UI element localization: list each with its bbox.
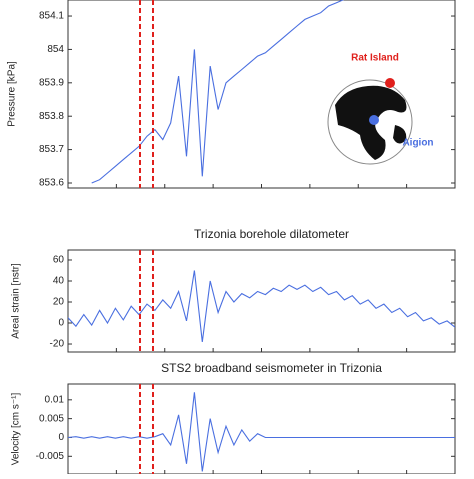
y-tick-label: 853.8 xyxy=(39,111,64,122)
y-tick-label: 0 xyxy=(58,318,64,329)
y-axis-label: Areal strain [nstr] xyxy=(11,263,22,339)
y-tick-label: 854 xyxy=(47,44,64,55)
plot-clip xyxy=(68,270,455,342)
annotation: Rat Island xyxy=(351,53,399,64)
y-tick-label: -0.005 xyxy=(36,451,65,462)
location-dot xyxy=(369,115,379,125)
y-axis-label: Velocity [cm s⁻¹] xyxy=(11,393,22,466)
y-tick-label: 20 xyxy=(53,297,65,308)
y-axis-label: Pressure [kPa] xyxy=(7,61,18,127)
signal-line xyxy=(68,270,455,342)
y-tick-label: 0.01 xyxy=(45,394,65,405)
y-tick-label: 853.6 xyxy=(39,178,64,189)
plot-frame xyxy=(67,383,456,475)
signal-line xyxy=(91,0,345,184)
panel-title: Trizonia borehole dilatometer xyxy=(194,227,349,241)
y-tick-label: 853.9 xyxy=(39,77,64,88)
y-tick-label: 0.005 xyxy=(39,413,64,424)
plot-clip xyxy=(91,0,345,184)
y-tick-label: 0 xyxy=(58,432,64,443)
y-tick-label: 60 xyxy=(53,255,65,266)
location-dot xyxy=(385,78,395,88)
plot-clip xyxy=(68,392,455,472)
annotation: Aigion xyxy=(402,138,433,149)
panel-title: STS2 broadband seismometer in Trizonia xyxy=(161,361,382,375)
y-tick-label: 854.1 xyxy=(39,11,64,22)
y-tick-label: 853.7 xyxy=(39,144,64,155)
plot-frame xyxy=(67,249,456,353)
y-tick-label: 40 xyxy=(53,276,65,287)
signal-line xyxy=(68,392,455,472)
globe-land xyxy=(393,125,407,144)
y-tick-label: -20 xyxy=(50,339,65,350)
